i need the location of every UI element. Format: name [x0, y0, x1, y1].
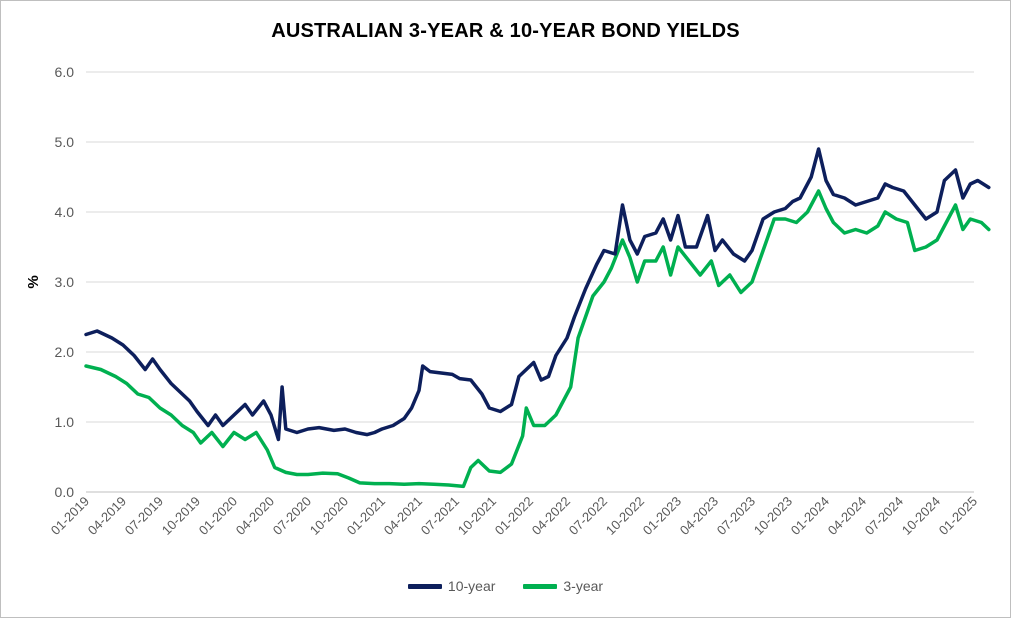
x-tick-label: 01-2022 — [492, 494, 536, 538]
x-axis-ticks: 01-201904-201907-201910-201901-202004-20… — [48, 494, 980, 538]
y-axis-ticks: 0.0 1.0 2.0 3.0 4.0 5.0 6.0 — [55, 64, 75, 500]
x-tick-label: 01-2025 — [936, 494, 980, 538]
legend-swatch-3-year — [523, 583, 558, 589]
x-tick-label: 10-2024 — [899, 494, 943, 538]
x-tick-label: 04-2023 — [677, 494, 721, 538]
x-tick-label: 01-2023 — [640, 494, 684, 538]
y-tick-label: 3.0 — [55, 274, 75, 290]
x-tick-label: 07-2020 — [270, 494, 314, 538]
x-tick-label: 01-2019 — [48, 494, 92, 538]
x-tick-label: 07-2019 — [122, 494, 166, 538]
x-tick-label: 07-2023 — [714, 494, 758, 538]
x-tick-label: 01-2021 — [344, 494, 388, 538]
x-tick-label: 07-2021 — [418, 494, 462, 538]
y-tick-label: 6.0 — [55, 64, 75, 80]
x-tick-label: 01-2024 — [788, 494, 832, 538]
y-tick-label: 5.0 — [55, 134, 75, 150]
legend-item-3-year: 3-year — [523, 578, 603, 594]
x-tick-label: 04-2021 — [381, 494, 425, 538]
legend-label-10-year: 10-year — [447, 578, 496, 594]
legend-swatch-10-year — [407, 583, 442, 589]
x-tick-label: 10-2021 — [455, 494, 499, 538]
y-tick-label: 4.0 — [55, 204, 75, 220]
y-tick-label: 0.0 — [55, 484, 75, 500]
series-lines — [84, 147, 991, 489]
x-tick-label: 04-2020 — [233, 494, 277, 538]
x-tick-label: 07-2022 — [566, 494, 610, 538]
chart-title: AUSTRALIAN 3-YEAR & 10-YEAR BOND YIELDS — [271, 20, 740, 42]
x-tick-label: 07-2024 — [862, 494, 906, 538]
series-line-3-year — [84, 189, 991, 489]
legend-label-3-year: 3-year — [563, 578, 604, 594]
y-axis-label: % — [25, 275, 42, 288]
legend: 10-year 3-year — [0, 578, 1011, 594]
legend-item-10-year: 10-year — [407, 578, 496, 594]
x-tick-label: 10-2020 — [307, 494, 351, 538]
x-tick-label: 04-2024 — [825, 494, 869, 538]
gridlines — [86, 71, 974, 493]
x-tick-label: 10-2023 — [751, 494, 795, 538]
x-tick-label: 04-2019 — [85, 494, 129, 538]
x-tick-label: 04-2022 — [529, 494, 573, 538]
y-tick-label: 2.0 — [55, 344, 75, 360]
series-line-10-year — [84, 147, 991, 442]
x-tick-label: 10-2022 — [603, 494, 647, 538]
x-tick-label: 10-2019 — [159, 494, 203, 538]
y-tick-label: 1.0 — [55, 414, 75, 430]
x-tick-label: 01-2020 — [196, 494, 240, 538]
